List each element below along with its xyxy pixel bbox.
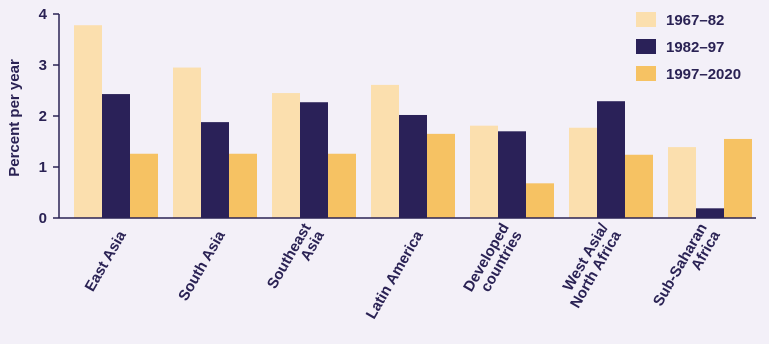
- bar-series-1-cat-5: [470, 125, 498, 218]
- legend-swatch: [636, 39, 656, 54]
- legend: 1967–82 1982–97 1997–2020: [636, 12, 741, 83]
- legend-label: 1967–82: [666, 12, 724, 29]
- bar-series-2-cat-2: [201, 122, 229, 218]
- bar-series-1-cat-4: [371, 84, 399, 218]
- bar-series-2-cat-4: [399, 114, 427, 218]
- legend-label: 1982–97: [666, 39, 724, 56]
- x-tick-label-group: West Asia/North Africa: [560, 220, 626, 311]
- bar-series-3-cat-2: [229, 153, 257, 218]
- bar-series-3-cat-7: [724, 138, 752, 218]
- bars: [74, 25, 752, 218]
- y-tick-label: 4: [39, 6, 48, 23]
- bar-series-3-cat-3: [328, 153, 356, 218]
- y-axis-title: Percent per year: [6, 59, 23, 177]
- x-tick-label: East Asia: [82, 227, 131, 294]
- y-tick-label: 2: [39, 108, 47, 125]
- bar-series-1-cat-6: [569, 127, 597, 218]
- legend-swatch: [636, 12, 656, 27]
- bar-series-3-cat-4: [427, 133, 455, 218]
- bar-series-2-cat-6: [597, 101, 625, 218]
- bar-series-2-cat-5: [498, 131, 526, 218]
- y-tick-label: 3: [39, 57, 47, 74]
- bar-series-3-cat-1: [130, 153, 158, 218]
- y-axis-title-group: Percent per year: [6, 59, 23, 177]
- x-tick-label-group: Latin America: [363, 227, 427, 321]
- y-axis-ticks: 0 1 2 3 4: [39, 6, 59, 227]
- bar-series-2-cat-1: [102, 94, 130, 218]
- bar-series-3-cat-5: [526, 183, 554, 218]
- legend-label: 1997–2020: [666, 66, 741, 83]
- bar-series-2-cat-3: [300, 102, 328, 218]
- x-tick-label: Latin America: [363, 227, 427, 321]
- bar-series-2-cat-7: [696, 208, 724, 218]
- bar-series-1-cat-3: [272, 93, 300, 218]
- bar-series-3-cat-6: [625, 154, 653, 218]
- x-tick-label-group: East Asia: [82, 227, 131, 294]
- x-tick-label: South Asia: [175, 227, 229, 303]
- legend-swatch: [636, 66, 656, 81]
- x-tick-label-group: South Asia: [175, 227, 229, 303]
- y-tick-label: 1: [39, 159, 47, 176]
- bar-series-1-cat-7: [668, 147, 696, 218]
- y-tick-label: 0: [39, 210, 47, 227]
- bar-series-1-cat-2: [173, 67, 201, 218]
- bar-series-1-cat-1: [74, 25, 102, 218]
